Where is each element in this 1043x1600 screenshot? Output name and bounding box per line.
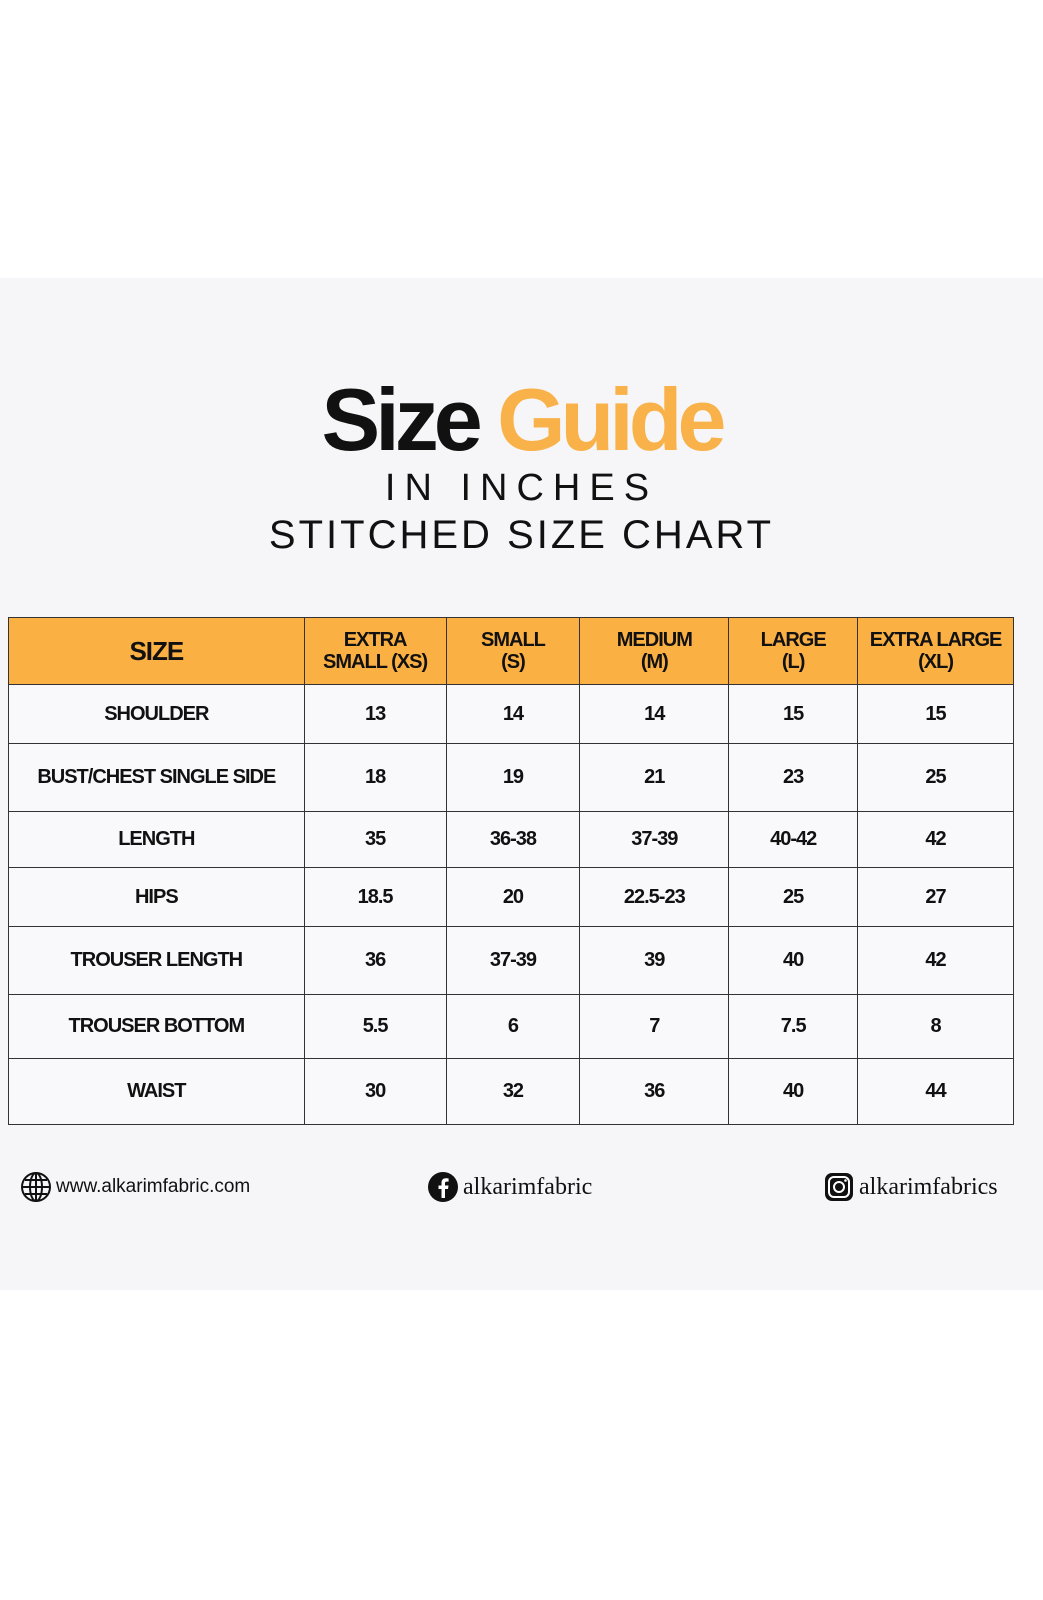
header-line: (L) <box>781 651 806 673</box>
title-word-size: Size <box>321 370 483 469</box>
column-header: EXTRA LARGE (XL) <box>857 617 1014 685</box>
size-value: 14 <box>445 684 581 744</box>
header-line: EXTRA LARGE <box>869 629 1003 651</box>
size-table: SIZE EXTRA SMALL (XS) SMALL (S) MEDIUM (M) LARG… <box>8 617 1014 1125</box>
size-value: 13 <box>303 684 447 744</box>
column-header: LARGE (L) <box>728 617 859 685</box>
measurement-label: SHOULDER <box>8 684 305 744</box>
size-value: 37-39 <box>445 926 581 995</box>
size-value: 19 <box>445 743 581 812</box>
size-value: 36-38 <box>445 811 581 868</box>
header-line: (XL) <box>918 651 954 673</box>
size-value: 15 <box>728 684 859 744</box>
measurement-label: BUST/CHEST SINGLE SIDE <box>8 743 305 812</box>
size-value: 37-39 <box>579 811 730 868</box>
measurement-label: TROUSER LENGTH <box>8 926 305 995</box>
facebook-text: alkarimfabric <box>463 1173 593 1200</box>
size-value: 27 <box>857 867 1014 927</box>
size-value: 14 <box>579 684 730 744</box>
column-header: SIZE <box>8 617 305 685</box>
header-line: (S) <box>501 651 526 673</box>
size-value: 35 <box>303 811 447 868</box>
column-header: MEDIUM (M) <box>579 617 730 685</box>
size-value: 21 <box>579 743 730 812</box>
size-value: 32 <box>445 1058 581 1125</box>
measurement-label: TROUSER BOTTOM <box>8 994 305 1059</box>
table-row: WAIST 30 32 36 40 44 <box>8 1058 1014 1125</box>
instagram-icon <box>825 1173 853 1201</box>
size-value: 18 <box>303 743 447 812</box>
page-title: Size Guide <box>0 372 1043 468</box>
facebook-link[interactable]: alkarimfabric <box>427 1170 592 1204</box>
title-word-guide: Guide <box>497 370 726 469</box>
size-value: 18.5 <box>303 867 447 927</box>
size-value: 5.5 <box>303 994 447 1059</box>
unit-label: IN INCHES <box>384 467 659 509</box>
size-value: 36 <box>579 1058 730 1125</box>
measurement-label: WAIST <box>8 1058 305 1125</box>
size-value: 20 <box>445 867 581 927</box>
instagram-text: alkarimfabrics <box>859 1173 998 1200</box>
table-row: SHOULDER 13 14 14 15 15 <box>8 684 1014 744</box>
table-row: BUST/CHEST SINGLE SIDE 18 19 21 23 25 <box>8 743 1014 812</box>
globe-icon <box>21 1172 51 1202</box>
instagram-link[interactable]: alkarimfabrics <box>823 1170 998 1204</box>
size-value: 15 <box>857 684 1014 744</box>
header-line: SMALL (XS) <box>323 651 428 673</box>
size-value: 23 <box>728 743 859 812</box>
website-text: www.alkarimfabric.com <box>56 1176 251 1197</box>
size-value: 36 <box>303 926 447 995</box>
table-row: TROUSER BOTTOM 5.5 6 7 7.5 8 <box>8 994 1014 1059</box>
table-row: LENGTH 35 36-38 37-39 40-42 42 <box>8 811 1014 868</box>
website-link[interactable]: www.alkarimfabric.com <box>20 1170 250 1204</box>
facebook-icon <box>428 1172 458 1202</box>
table-row: TROUSER LENGTH 36 37-39 39 40 42 <box>8 926 1014 995</box>
size-value: 25 <box>857 743 1014 812</box>
header-line: SMALL <box>481 629 546 651</box>
header-line: EXTRA <box>343 629 408 651</box>
size-value: 40 <box>728 1058 859 1125</box>
header-line: (M) <box>640 651 669 673</box>
size-value: 25 <box>728 867 859 927</box>
size-value: 42 <box>857 926 1014 995</box>
header-line: LARGE <box>760 629 827 651</box>
size-value: 40-42 <box>728 811 859 868</box>
chart-subtitle: STITCHED SIZE CHART <box>268 513 775 557</box>
size-value: 44 <box>857 1058 1014 1125</box>
size-value: 7.5 <box>728 994 859 1059</box>
size-value: 30 <box>303 1058 447 1125</box>
size-value: 39 <box>579 926 730 995</box>
column-header: SMALL (S) <box>445 617 581 685</box>
size-value: 7 <box>579 994 730 1059</box>
size-value: 6 <box>445 994 581 1059</box>
table-row: HIPS 18.5 20 22.5-23 25 27 <box>8 867 1014 927</box>
column-header: EXTRA SMALL (XS) <box>303 617 447 685</box>
size-value: 40 <box>728 926 859 995</box>
size-value: 42 <box>857 811 1014 868</box>
measurement-label: LENGTH <box>8 811 305 868</box>
size-value: 8 <box>857 994 1014 1059</box>
header-line: MEDIUM <box>616 629 693 651</box>
measurement-label: HIPS <box>8 867 305 927</box>
size-value: 22.5-23 <box>579 867 730 927</box>
